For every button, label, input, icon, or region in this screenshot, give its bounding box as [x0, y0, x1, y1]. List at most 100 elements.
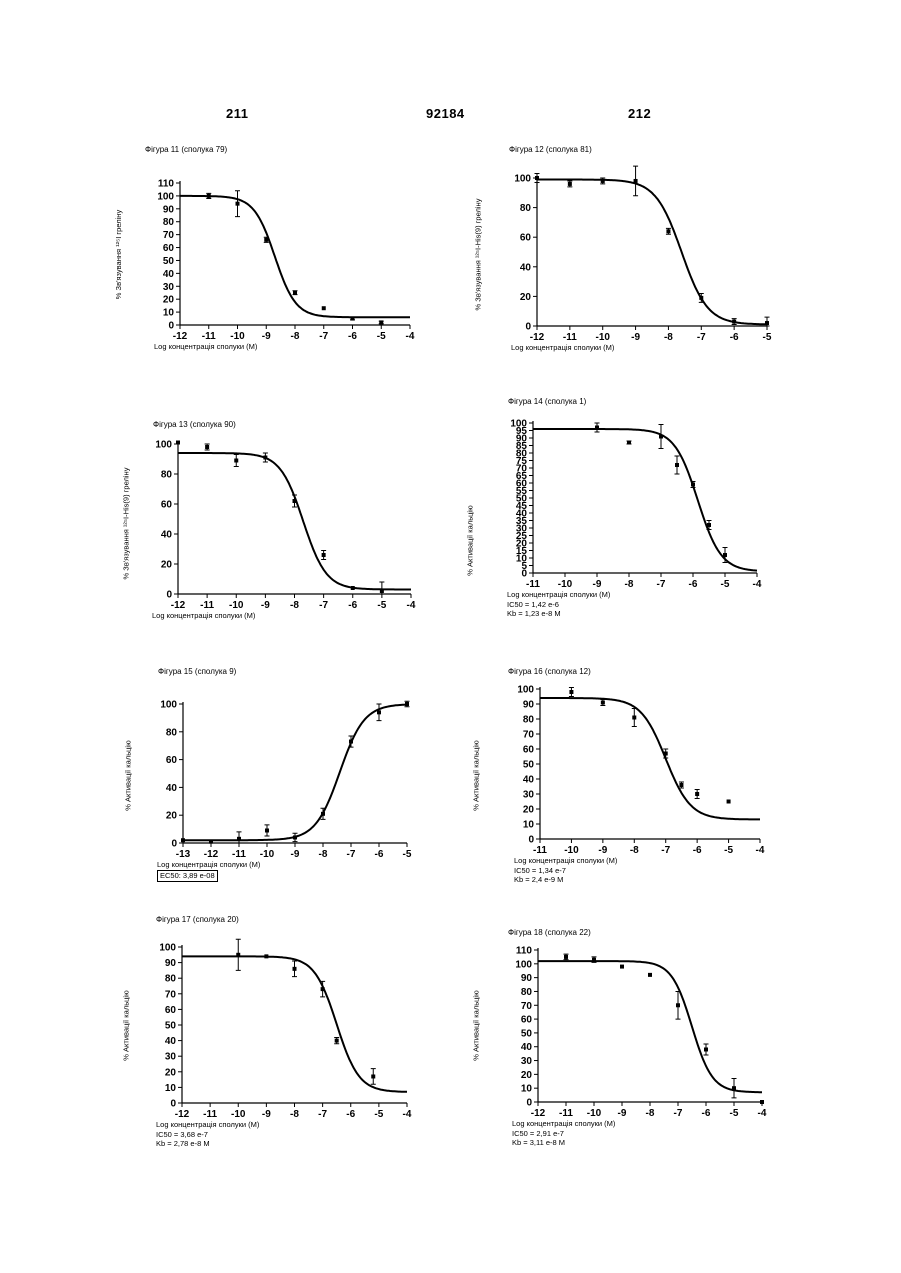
- error-bar: [293, 833, 298, 841]
- y-tick-label: 95: [516, 426, 528, 437]
- error-bar: [595, 423, 600, 432]
- error-bar: [704, 1044, 709, 1055]
- x-tick-label: -12: [530, 332, 545, 343]
- y-tick-label: 30: [521, 1056, 533, 1067]
- y-tick-label: 60: [165, 1005, 177, 1016]
- error-bar: [679, 782, 684, 788]
- y-tick-label: 20: [166, 811, 178, 822]
- data-point: [237, 837, 241, 841]
- data-point: [264, 238, 268, 242]
- error-bar: [350, 317, 355, 320]
- figure-title: Фігура 16 (сполука 12): [508, 667, 591, 676]
- data-point: [405, 702, 409, 706]
- data-point: [732, 320, 736, 324]
- x-tick-label: -5: [403, 849, 412, 860]
- y-tick-label: 100: [514, 174, 531, 185]
- data-point: [676, 1003, 680, 1007]
- y-tick-label: 40: [163, 269, 175, 280]
- ic50-note: IC50 = 3,68 e-7: [156, 1130, 208, 1139]
- y-tick-label: 20: [521, 1070, 533, 1081]
- x-tick-label: -9: [618, 1108, 627, 1119]
- fit-curve: [537, 180, 767, 325]
- error-bar: [627, 441, 632, 444]
- y-tick-label: 60: [166, 755, 178, 766]
- x-tick-label: -7: [697, 332, 706, 343]
- error-bar: [663, 749, 668, 758]
- data-point: [335, 1039, 339, 1043]
- x-tick-label: -11: [563, 332, 577, 343]
- x-tick-label: -12: [531, 1108, 546, 1119]
- data-point: [568, 182, 572, 186]
- error-bar: [349, 736, 354, 747]
- fit-curve: [183, 705, 407, 841]
- x-tick-label: -10: [587, 1108, 602, 1119]
- x-tick-label: -5: [377, 331, 386, 342]
- error-bar: [569, 688, 574, 697]
- x-tick-label: -10: [595, 332, 610, 343]
- x-tick-label: -10: [229, 600, 244, 611]
- x-tick-label: -9: [598, 845, 607, 856]
- y-tick-label: 100: [159, 943, 176, 954]
- data-point: [699, 296, 703, 300]
- y-tick-label: 0: [526, 1098, 532, 1109]
- y-tick-label: 100: [155, 440, 172, 451]
- page-number-right: 212: [628, 106, 651, 121]
- x-tick-label: -7: [319, 331, 328, 342]
- error-bar: [379, 321, 384, 324]
- y-tick-label: 90: [163, 204, 175, 215]
- chart-svg: 0102030405060708090100110-12-11-10-9-8-7…: [0, 0, 901, 1273]
- data-point: [695, 792, 699, 796]
- x-tick-label: -6: [346, 1109, 355, 1120]
- x-tick-label: -4: [753, 579, 762, 590]
- x-tick-label: -12: [173, 331, 188, 342]
- x-tick-label: -8: [630, 845, 639, 856]
- y-tick-label: 10: [523, 820, 535, 831]
- x-tick-label: -5: [763, 332, 772, 343]
- x-tick-label: -13: [176, 849, 191, 860]
- x-tick-label: -8: [646, 1108, 655, 1119]
- figure-title: Фігура 12 (сполука 81): [509, 145, 592, 154]
- y-tick-label: 100: [515, 959, 532, 970]
- x-axis-label: Log концентрація сполуки (М): [512, 1119, 615, 1128]
- data-point: [293, 967, 297, 971]
- y-tick-label: 60: [521, 1015, 533, 1026]
- y-tick-label: 0: [171, 839, 177, 850]
- x-tick-label: -5: [374, 1109, 383, 1120]
- data-point: [377, 710, 381, 714]
- y-tick-label: 20: [165, 1067, 177, 1078]
- error-bar: [334, 1037, 339, 1043]
- data-point: [659, 435, 663, 439]
- ic50-note: IC50 = 1,42 e-6: [507, 600, 559, 609]
- error-bar: [292, 961, 297, 977]
- y-tick-label: 45: [516, 501, 528, 512]
- y-tick-label: 70: [521, 1001, 533, 1012]
- y-axis-label: % Зв'язування ¹²⁵I греліну: [114, 209, 123, 298]
- ic50-note: EC50: 3,89 e-08: [157, 870, 218, 882]
- error-bar: [321, 808, 326, 819]
- x-tick-label: -10: [260, 849, 275, 860]
- error-bar: [293, 291, 298, 295]
- y-tick-label: 15: [516, 546, 528, 557]
- error-bar: [235, 191, 240, 217]
- data-point: [535, 176, 539, 180]
- y-tick-label: 30: [163, 282, 175, 293]
- x-tick-label: -7: [674, 1108, 683, 1119]
- error-bar: [732, 1079, 737, 1098]
- error-bar: [265, 825, 270, 836]
- x-tick-label: -5: [724, 845, 733, 856]
- y-tick-label: 55: [516, 486, 528, 497]
- data-point: [176, 441, 180, 445]
- y-tick-label: 5: [521, 561, 527, 572]
- x-tick-label: -6: [348, 600, 357, 611]
- error-bar: [234, 455, 239, 467]
- data-point: [648, 973, 652, 977]
- y-tick-label: 80: [166, 727, 178, 738]
- data-point: [265, 828, 269, 832]
- y-axis-label: % Активації кальцію: [122, 990, 131, 1060]
- x-tick-label: -6: [689, 579, 698, 590]
- data-point: [601, 701, 605, 705]
- fit-curve: [182, 956, 407, 1091]
- y-tick-label: 90: [521, 973, 533, 984]
- y-axis-label: % Зв'язування ¹²⁵I-His(9) греліну: [473, 198, 482, 310]
- y-tick-label: 60: [163, 243, 175, 254]
